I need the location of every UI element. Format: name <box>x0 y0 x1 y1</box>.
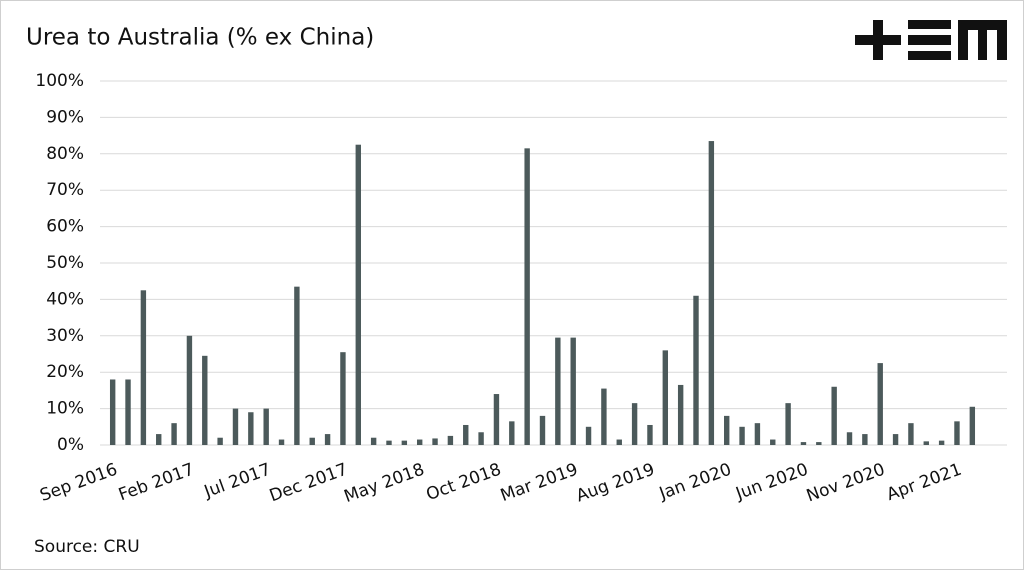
bar <box>954 421 960 445</box>
bar <box>355 144 361 445</box>
bar <box>340 352 346 445</box>
bar <box>892 434 899 445</box>
bar <box>416 439 423 445</box>
y-tick-label: 30% <box>46 326 84 346</box>
bar <box>447 435 454 445</box>
bar <box>739 426 745 445</box>
y-tick-label: 0% <box>57 435 84 455</box>
bar <box>923 441 929 445</box>
bar <box>770 439 776 445</box>
bar <box>677 384 684 445</box>
bar <box>463 424 469 445</box>
bar <box>555 337 561 445</box>
bar <box>248 412 254 445</box>
bar <box>816 442 822 445</box>
bar <box>109 379 116 445</box>
y-tick-label: 50% <box>46 253 84 273</box>
y-tick-label: 70% <box>46 180 84 200</box>
bar <box>294 286 300 445</box>
bar <box>662 350 669 445</box>
bar <box>862 434 868 445</box>
bar <box>800 442 807 445</box>
bar <box>785 403 791 445</box>
bar <box>324 434 331 445</box>
bar <box>509 421 515 445</box>
bar <box>693 295 699 445</box>
y-tick-label: 80% <box>46 144 84 164</box>
bar <box>846 432 853 445</box>
bar <box>969 406 976 445</box>
bar <box>217 437 223 445</box>
bar <box>401 440 408 445</box>
bar <box>601 388 607 445</box>
bar <box>186 335 193 445</box>
bar <box>370 437 377 445</box>
bar <box>156 434 162 445</box>
bar <box>309 437 315 445</box>
y-tick-label: 90% <box>46 107 84 127</box>
bar <box>539 415 546 445</box>
bar <box>938 440 945 445</box>
bar <box>263 408 269 445</box>
bar <box>140 290 147 445</box>
bar <box>232 408 239 445</box>
bar <box>708 141 715 445</box>
bar <box>125 379 131 445</box>
bar <box>478 432 484 445</box>
y-tick-label: 60% <box>46 217 84 237</box>
bar <box>631 403 638 445</box>
bar <box>278 439 285 445</box>
bar <box>754 423 761 445</box>
logo <box>855 20 1007 60</box>
y-tick-label: 40% <box>46 289 84 309</box>
bar <box>524 148 530 445</box>
y-tick-label: 20% <box>46 362 84 382</box>
chart-title: Urea to Australia (% ex China) <box>26 25 374 51</box>
bar <box>585 426 592 445</box>
source: Source: CRU <box>34 537 140 557</box>
bar <box>171 423 177 445</box>
bar <box>908 423 914 445</box>
bar <box>432 438 438 445</box>
bar <box>202 355 208 445</box>
bar <box>570 337 576 445</box>
bar <box>616 439 622 445</box>
bar <box>877 363 883 445</box>
bar <box>647 424 653 445</box>
y-tick-label: 10% <box>46 399 84 419</box>
bar <box>386 440 392 445</box>
bar <box>724 415 730 445</box>
y-tick-label: 100% <box>35 71 84 91</box>
bar <box>493 394 500 445</box>
bar <box>831 386 837 445</box>
